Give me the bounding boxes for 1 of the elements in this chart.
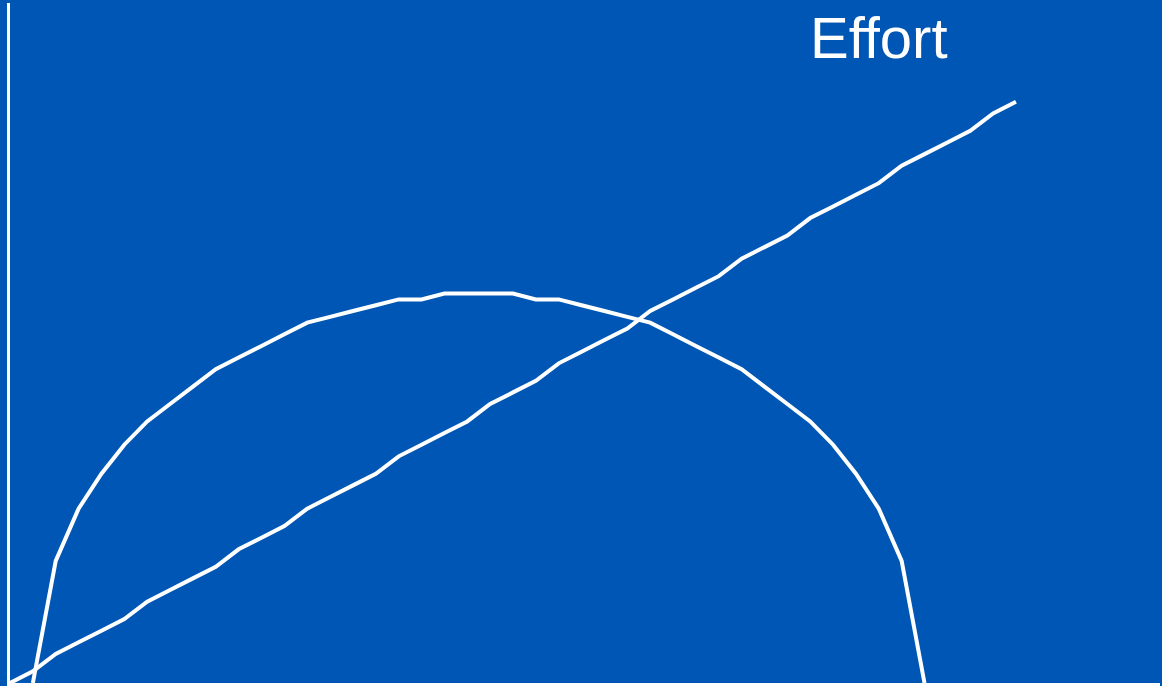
series-label: Effort bbox=[810, 5, 948, 70]
